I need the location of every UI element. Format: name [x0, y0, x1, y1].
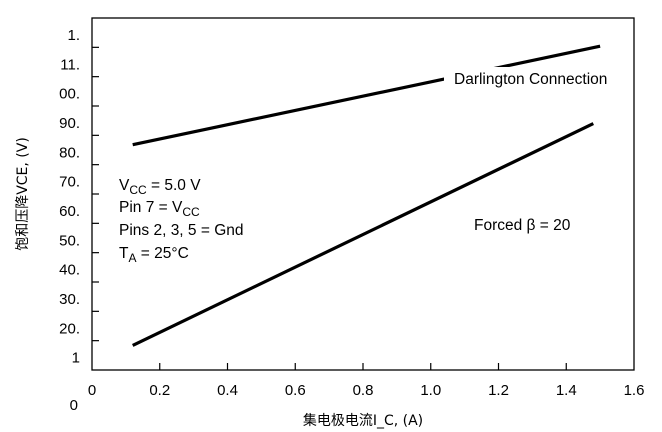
- x-tick-label: 0.8: [353, 382, 374, 399]
- y-tick-label: 00.: [59, 86, 80, 103]
- pins-condition: Pins 2, 3, 5 = Gnd: [119, 222, 244, 239]
- x-tick-label: 1.0: [420, 382, 441, 399]
- pin7-condition: Pin 7 = VCC: [119, 199, 200, 219]
- forced-beta-label: Forced β = 20: [474, 217, 571, 234]
- ta-condition: TA = 25°C: [119, 245, 189, 265]
- y-tick-label: 40.: [59, 262, 80, 279]
- x-tick-label: 1.6: [624, 382, 645, 399]
- x-tick-label: 0.2: [149, 382, 170, 399]
- conditions-note: VCC = 5.0 V Pin 7 = VCC Pins 2, 3, 5 = G…: [114, 166, 266, 270]
- y-tick-label: 1: [72, 350, 80, 367]
- x-tick-label: 1.2: [488, 382, 509, 399]
- series-lines: [132, 44, 601, 347]
- y-tick-label: 70.: [59, 174, 80, 191]
- conditions-bg: [114, 166, 266, 270]
- x-tick-label: 0.6: [285, 382, 306, 399]
- x-tick-label: 1.4: [556, 382, 577, 399]
- x-axis-title: 集电极电流I_C, (A): [303, 412, 423, 429]
- x-tick-label: 0: [88, 382, 96, 399]
- forced-beta-line: [132, 122, 594, 347]
- y-tick-label: 90.: [59, 115, 80, 132]
- darlington-label: Darlington Connection: [454, 71, 607, 88]
- y-tick-label: 30.: [59, 291, 80, 308]
- y-tick-label: 20.: [59, 320, 80, 337]
- darlington-line: [132, 44, 601, 147]
- vcc-condition: VCC = 5.0 V: [119, 177, 201, 197]
- y-tick-label: 11.: [60, 56, 80, 73]
- y-tick-label: 50.: [59, 232, 80, 249]
- y-axis-title: 饱和压降VCE, (V): [15, 137, 31, 251]
- y-tick-label: 80.: [59, 144, 80, 161]
- y-tick-label: 1.: [67, 27, 80, 44]
- x-tick-label: 0.4: [217, 382, 238, 399]
- forced-beta-label-bg: [468, 212, 596, 238]
- y-tick-label: 0: [70, 397, 78, 414]
- y-tick-label: 60.: [59, 203, 80, 220]
- darlington-label-bg: [444, 67, 632, 91]
- x-axis: 0 0.2 0.4 0.6 0.8 1.0 1.2 1.4 1.6: [88, 363, 645, 399]
